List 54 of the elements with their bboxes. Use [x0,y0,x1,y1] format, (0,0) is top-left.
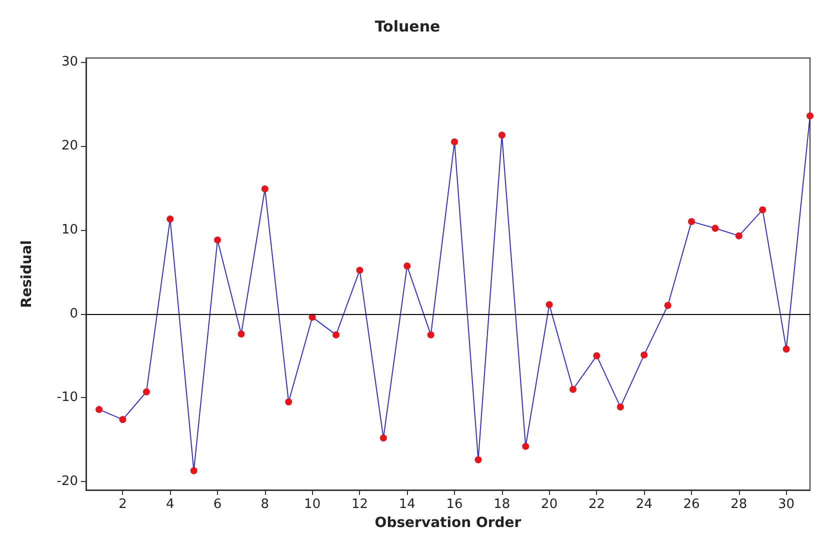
point [238,330,245,338]
x-tick-label: 16 [446,497,463,512]
x-tick-label: 6 [213,497,222,512]
point [782,346,790,353]
x-tick-label: 2 [118,497,127,512]
x-tick-label: 22 [588,497,605,512]
y-tick-label: 10 [61,222,78,238]
x-tick-label: 30 [778,497,795,512]
point [664,302,672,309]
point [593,352,600,360]
y-tick-label: 0 [70,306,78,322]
x-tick-label: 4 [166,497,174,512]
y-tick-label: -20 [56,474,78,490]
point [759,206,766,214]
point [427,331,434,338]
point [712,224,719,232]
point [451,138,458,146]
point [190,467,198,474]
x-axis-title: Observation Order [374,515,522,531]
point [474,456,482,464]
point [142,388,150,396]
y-tick-label: 20 [61,138,78,154]
point [356,266,364,274]
point [214,236,222,244]
point [380,434,387,442]
point [119,416,126,424]
chart-title: Toluene [374,18,440,36]
y-axis-title: Residual [19,240,35,308]
x-tick-label: 10 [304,497,321,512]
x-tick-label: 18 [494,497,510,512]
x-tick-label: 28 [730,497,748,512]
point [96,406,103,413]
y-tick-label: 30 [61,54,78,70]
point [285,398,292,406]
point [261,185,268,192]
x-tick-label: 24 [636,497,652,512]
point [522,442,530,450]
point [498,132,506,139]
x-tick-label: 14 [398,497,416,512]
point [806,112,814,120]
point [688,218,696,226]
point [640,351,648,358]
point [570,386,577,393]
point [166,216,174,223]
x-tick-label: 20 [541,497,558,512]
point [404,262,411,270]
y-tick-label: -10 [56,390,78,406]
x-tick-label: 8 [260,497,270,512]
point [735,232,742,240]
point [332,331,340,338]
point [546,301,553,308]
x-tick-label: 26 [683,497,700,512]
point [616,403,624,410]
x-tick-label: 12 [351,497,368,512]
